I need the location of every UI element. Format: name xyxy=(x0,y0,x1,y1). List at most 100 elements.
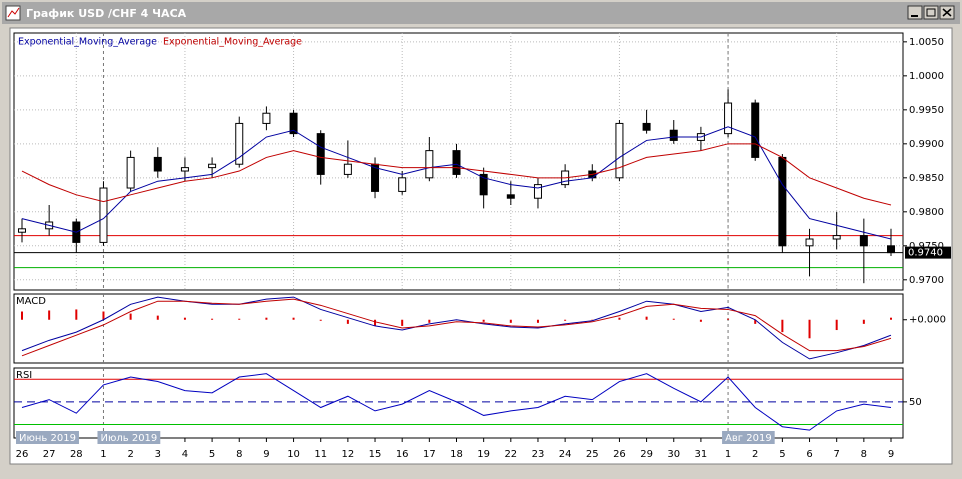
x-tick-label: 5 xyxy=(779,449,785,460)
y-tick-label: 50 xyxy=(909,397,922,408)
macd-histogram-bar xyxy=(183,317,186,320)
x-tick-label: 1 xyxy=(100,449,106,460)
x-tick-label: 17 xyxy=(423,449,436,460)
macd-histogram-bar xyxy=(75,309,78,320)
macd-histogram-bar xyxy=(21,311,23,320)
candle-body xyxy=(316,133,325,175)
candle-body xyxy=(153,156,162,172)
candle-body xyxy=(506,194,515,199)
macd-histogram-bar xyxy=(754,319,757,324)
y-tick-label: 0.9700 xyxy=(909,275,944,286)
maximize-icon xyxy=(926,8,936,17)
macd-histogram-bar xyxy=(699,319,702,322)
title-bar xyxy=(2,2,960,24)
y-tick-label: 0.9850 xyxy=(909,173,944,184)
x-tick-label: 5 xyxy=(209,449,215,460)
macd-histogram-bar xyxy=(48,310,51,320)
month-label: Июнь 2019 xyxy=(19,433,76,444)
macd-histogram-bar xyxy=(727,318,730,320)
minimize-button[interactable] xyxy=(907,5,923,20)
candle-body xyxy=(642,122,651,131)
candle-body xyxy=(778,156,787,247)
x-tick-label: 25 xyxy=(586,449,599,460)
y-tick-label: 0.9900 xyxy=(909,139,944,150)
y-tick-label: 0.9950 xyxy=(909,105,944,116)
candle-body xyxy=(805,238,814,247)
candle-body xyxy=(724,102,733,135)
candle-body xyxy=(180,167,189,172)
macd-histogram-bar xyxy=(645,316,648,320)
x-tick-label: 18 xyxy=(450,449,463,460)
x-tick-label: 26 xyxy=(16,449,29,460)
x-tick-label: 4 xyxy=(182,449,188,460)
macd-histogram-bar xyxy=(482,319,485,322)
macd-histogram-bar xyxy=(835,319,838,331)
ema-line xyxy=(21,143,892,206)
window-title: График USD /CHF 4 ЧАСА xyxy=(26,7,187,20)
macd-histogram-bar xyxy=(509,319,512,323)
macd-histogram-bar xyxy=(211,318,214,320)
x-tick-label: 8 xyxy=(861,449,867,460)
macd-histogram-bar xyxy=(129,313,132,320)
macd-histogram-bar xyxy=(238,318,241,320)
candle-body xyxy=(398,177,407,192)
month-label: Июль 2019 xyxy=(100,433,157,444)
x-tick-label: 2 xyxy=(752,449,758,460)
candle-body xyxy=(289,112,298,135)
x-tick-label: 22 xyxy=(504,449,517,460)
x-tick-label: 12 xyxy=(342,449,355,460)
x-tick-label: 1 xyxy=(725,449,731,460)
month-label-box xyxy=(16,431,79,444)
panel-label: RSI xyxy=(16,370,32,381)
macd-histogram-bar xyxy=(428,319,431,323)
x-tick-label: 24 xyxy=(559,449,572,460)
x-tick-label: 2 xyxy=(127,449,133,460)
x-tick-label: 9 xyxy=(263,449,269,460)
candle-body xyxy=(859,235,868,247)
macd-histogram-bar xyxy=(781,319,784,333)
maximize-button[interactable] xyxy=(923,5,939,20)
y-tick-label: 0.9800 xyxy=(909,207,944,218)
x-tick-label: 15 xyxy=(369,449,382,460)
macd-histogram-bar xyxy=(862,319,865,324)
candle-body xyxy=(99,187,108,243)
candle-body xyxy=(208,163,217,169)
macd-histogram-bar xyxy=(102,311,105,320)
x-tick-label: 6 xyxy=(806,449,812,460)
panel-border xyxy=(13,293,904,364)
panel-border xyxy=(13,367,904,439)
window-icon-line xyxy=(7,7,20,18)
last-price-label: 0.9740 xyxy=(908,248,943,259)
x-tick-label: 19 xyxy=(477,449,490,460)
candle-body xyxy=(262,112,271,124)
x-tick-label: 31 xyxy=(695,449,708,460)
candle-body xyxy=(479,173,488,196)
month-label-box xyxy=(722,431,775,444)
panel-border xyxy=(13,32,904,291)
macd-histogram-bar xyxy=(156,315,159,320)
x-tick-label: 23 xyxy=(532,449,545,460)
x-tick-label: 11 xyxy=(314,449,327,460)
candle-body xyxy=(343,163,352,175)
x-tick-label: 28 xyxy=(70,449,83,460)
macd-histogram-bar xyxy=(536,319,539,323)
candle-body xyxy=(832,235,841,240)
macd-line xyxy=(21,298,892,357)
candle-body xyxy=(669,129,678,141)
candle-body xyxy=(533,184,542,199)
last-price-box xyxy=(905,246,951,259)
legend-entry: Exponential_Moving_Average xyxy=(163,37,302,48)
month-label-box xyxy=(97,431,161,444)
rsi-line xyxy=(21,373,892,431)
close-icon xyxy=(942,8,952,17)
macd-histogram-bar xyxy=(292,317,295,320)
x-tick-label: 8 xyxy=(236,449,242,460)
candle-body xyxy=(126,156,135,189)
candle-body xyxy=(18,228,26,233)
x-tick-label: 10 xyxy=(287,449,300,460)
macd-histogram-bar xyxy=(808,319,811,339)
candle-body xyxy=(615,122,624,179)
x-tick-label: 3 xyxy=(155,449,161,460)
macd-histogram-bar xyxy=(265,317,268,320)
